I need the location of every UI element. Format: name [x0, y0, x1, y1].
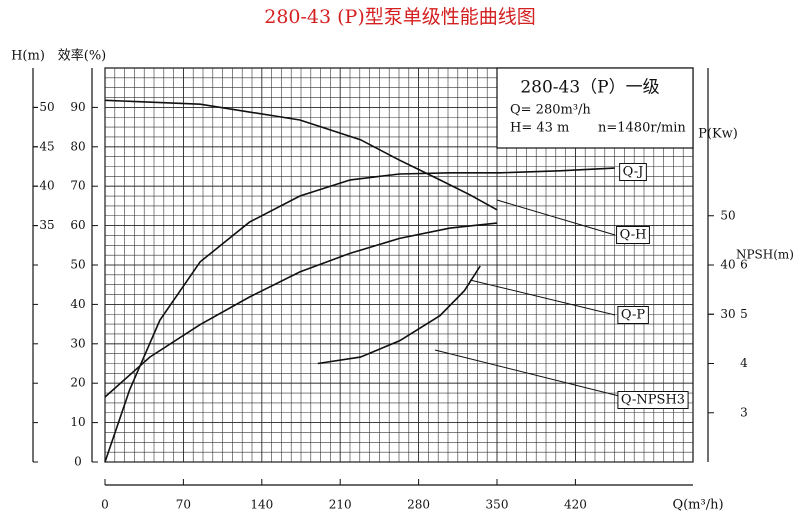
curve [104, 167, 615, 463]
p-axis-label: P(Kw) [698, 127, 738, 142]
h-tick-label: 35 [39, 218, 54, 232]
curve-label-box [617, 391, 689, 409]
x-tick-label: 420 [564, 498, 587, 512]
curve-label: Q-H [620, 228, 647, 243]
curve-label-box [619, 163, 647, 181]
x-axis-label: Q(m³/h) [672, 498, 723, 513]
leader-line [434, 349, 636, 401]
curve [317, 265, 481, 365]
h-tick-label: 40 [39, 179, 54, 193]
info-text: n=1480r/min [598, 121, 686, 136]
p-tick-label: 30 [720, 307, 735, 321]
y-tick-label: 60 [70, 218, 85, 232]
curve-label: Q-NPSH3 [621, 393, 685, 408]
y-tick-label: 0 [74, 455, 82, 469]
y-tick-label: 40 [70, 297, 85, 311]
info-text: Q= 280m³/h [510, 103, 591, 118]
curve [104, 99, 498, 211]
curve-label: Q-J [623, 165, 644, 180]
y-tick-label: 30 [70, 336, 85, 350]
x-tick-label: 140 [250, 498, 273, 512]
curve-label-box [616, 226, 650, 244]
y-tick-label: 80 [70, 139, 85, 153]
y-tick-label: 20 [70, 376, 85, 390]
h-axis-label: H(m) [11, 49, 45, 64]
info-box [496, 67, 694, 149]
npsh-tick-label: 3 [740, 405, 748, 419]
h-tick-label: 45 [39, 139, 54, 153]
p-tick-label: 40 [720, 258, 735, 272]
info-text: 280-43（P）一级 [520, 78, 659, 98]
x-tick-label: 0 [101, 498, 109, 512]
npsh-tick-label: 5 [740, 307, 748, 321]
x-tick-label: 210 [329, 498, 352, 512]
chart-title: 280-43 (P)型泵单级性能曲线图 [264, 6, 536, 28]
y-axis-label: 效率(%) [58, 48, 107, 64]
leader-line [469, 279, 616, 316]
npsh-tick-label: 4 [740, 356, 748, 370]
curve-label-box [617, 306, 649, 324]
npsh-axis-label: NPSH(m) [736, 248, 794, 262]
curve-label: Q-P [621, 308, 646, 323]
y-tick-label: 90 [70, 100, 85, 114]
info-text: H= 43 m [510, 121, 569, 136]
x-tick-label: 280 [407, 498, 430, 512]
y-tick-label: 50 [70, 258, 85, 272]
curve [104, 222, 498, 398]
y-tick-label: 70 [70, 179, 85, 193]
h-tick-label: 50 [39, 100, 54, 114]
npsh-tick-label: 6 [740, 258, 748, 272]
x-tick-label: 350 [486, 498, 509, 512]
p-tick-label: 50 [720, 208, 735, 222]
y-tick-label: 10 [70, 415, 85, 429]
x-tick-label: 70 [176, 498, 191, 512]
leader-line [496, 199, 616, 236]
